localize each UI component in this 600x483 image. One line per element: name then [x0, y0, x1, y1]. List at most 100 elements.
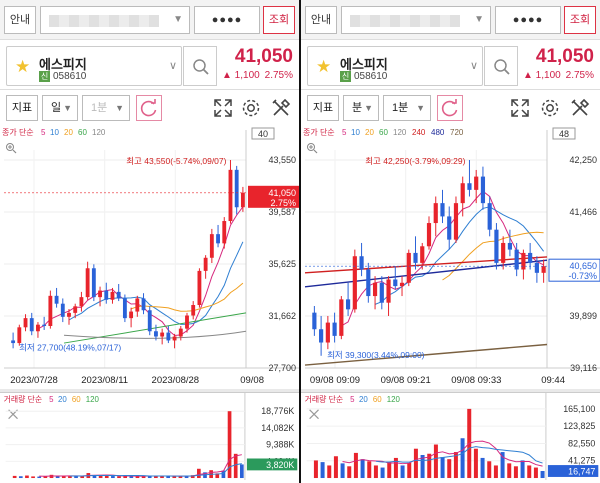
candle-body[interactable]	[42, 324, 47, 327]
volume-bar[interactable]	[420, 454, 425, 479]
candle-body[interactable]	[420, 246, 425, 263]
refresh-button[interactable]	[136, 95, 162, 121]
volume-bar[interactable]	[74, 476, 78, 479]
candle-body[interactable]	[447, 216, 452, 240]
volume-bar[interactable]	[487, 461, 492, 479]
volume-bar[interactable]	[184, 475, 189, 479]
tools-icon[interactable]	[270, 97, 292, 119]
volume-bar[interactable]	[178, 476, 183, 479]
candle-body[interactable]	[332, 322, 337, 336]
period-select[interactable]: 분 ▼	[343, 95, 379, 121]
candle-body[interactable]	[325, 322, 330, 343]
volume-bar[interactable]	[353, 452, 358, 479]
volume-bar[interactable]	[221, 470, 226, 479]
candle-body[interactable]	[17, 327, 22, 344]
expand-icon[interactable]	[509, 97, 531, 119]
candle-body[interactable]	[85, 268, 90, 298]
chart-separator[interactable]	[0, 389, 299, 392]
expand-icon[interactable]	[212, 97, 234, 119]
volume-bar[interactable]	[147, 475, 152, 479]
candle-body[interactable]	[172, 336, 177, 341]
candle-body[interactable]	[359, 256, 364, 270]
volume-bar[interactable]	[43, 476, 48, 479]
volume-bar[interactable]	[37, 476, 42, 479]
gear-icon[interactable]	[240, 97, 262, 119]
chart-separator[interactable]	[301, 389, 600, 392]
candle-body[interactable]	[319, 329, 324, 343]
candle-body[interactable]	[386, 279, 391, 303]
volume-bar[interactable]	[25, 475, 29, 479]
volume-bar[interactable]	[333, 456, 338, 479]
candle-body[interactable]	[541, 266, 546, 273]
volume-bar[interactable]	[239, 464, 244, 479]
candle-body[interactable]	[521, 252, 526, 270]
bar-count-box[interactable]	[251, 127, 275, 140]
notice-button[interactable]: 안내	[305, 6, 337, 34]
volume-bar[interactable]	[447, 459, 452, 479]
candle-body[interactable]	[203, 257, 208, 271]
candle-body[interactable]	[79, 297, 84, 307]
bar-count-box[interactable]	[552, 127, 576, 140]
password-field[interactable]: ●●●●	[194, 6, 260, 34]
volume-bar[interactable]	[473, 448, 478, 479]
volume-bar[interactable]	[215, 473, 220, 479]
candle-body[interactable]	[222, 221, 227, 244]
candle-body[interactable]	[48, 295, 53, 327]
candle-body[interactable]	[433, 203, 438, 224]
volume-bar[interactable]	[111, 476, 115, 479]
volume-bar[interactable]	[18, 476, 23, 479]
candle-body[interactable]	[379, 282, 384, 303]
volume-bar[interactable]	[433, 444, 438, 479]
candle-body[interactable]	[110, 291, 115, 300]
candle-body[interactable]	[406, 252, 411, 283]
volume-bar[interactable]	[513, 466, 518, 479]
candle-body[interactable]	[209, 234, 214, 258]
volume-bar[interactable]	[440, 457, 445, 479]
volume-bar[interactable]	[427, 453, 432, 479]
candle-body[interactable]	[67, 312, 71, 317]
volume-bar[interactable]	[154, 475, 158, 479]
volume-bar[interactable]	[129, 476, 134, 479]
candle-body[interactable]	[191, 305, 196, 316]
candle-body[interactable]	[312, 312, 317, 330]
volume-bar[interactable]	[80, 475, 85, 479]
volume-bar[interactable]	[367, 461, 372, 479]
volume-bar[interactable]	[460, 438, 465, 479]
search-button[interactable]	[484, 46, 518, 86]
candle-body[interactable]	[372, 282, 378, 297]
candle-body[interactable]	[501, 242, 506, 263]
volume-bar[interactable]	[141, 476, 146, 479]
volume-bar[interactable]	[92, 475, 97, 479]
indicator-button[interactable]: 지표	[6, 95, 38, 121]
volume-bar[interactable]	[453, 452, 458, 479]
candle-body[interactable]	[185, 315, 189, 329]
candle-body[interactable]	[104, 290, 109, 300]
star-icon[interactable]: ★	[15, 57, 31, 76]
candle-body[interactable]	[73, 306, 78, 313]
candle-body[interactable]	[514, 249, 519, 270]
candle-body[interactable]	[366, 269, 371, 297]
query-button[interactable]: 조회	[263, 6, 295, 34]
candle-body[interactable]	[166, 332, 171, 341]
tools-icon[interactable]	[569, 97, 591, 119]
account-select[interactable]: ▼	[40, 6, 190, 34]
volume-bar[interactable]	[98, 475, 103, 479]
notice-button[interactable]: 안내	[4, 6, 36, 34]
candle-body[interactable]	[474, 176, 479, 190]
minute-select[interactable]: 1분 ▼	[383, 95, 431, 121]
candle-body[interactable]	[240, 192, 245, 208]
volume-bar[interactable]	[493, 465, 498, 479]
zoom-in-icon[interactable]	[307, 143, 318, 154]
candle-body[interactable]	[91, 268, 96, 298]
volume-bar[interactable]	[320, 462, 325, 479]
candle-body[interactable]	[507, 242, 513, 250]
candle-body[interactable]	[426, 223, 432, 247]
volume-bar[interactable]	[233, 453, 238, 479]
volume-bar[interactable]	[135, 476, 140, 479]
volume-chart[interactable]: 거래량 단순5206012018,776K14,082K9,388K4,694K…	[0, 392, 299, 480]
volume-bar[interactable]	[172, 476, 177, 479]
volume-bar[interactable]	[373, 465, 378, 479]
volume-bar[interactable]	[507, 463, 512, 479]
candle-body[interactable]	[352, 256, 357, 310]
volume-bar[interactable]	[31, 476, 35, 479]
